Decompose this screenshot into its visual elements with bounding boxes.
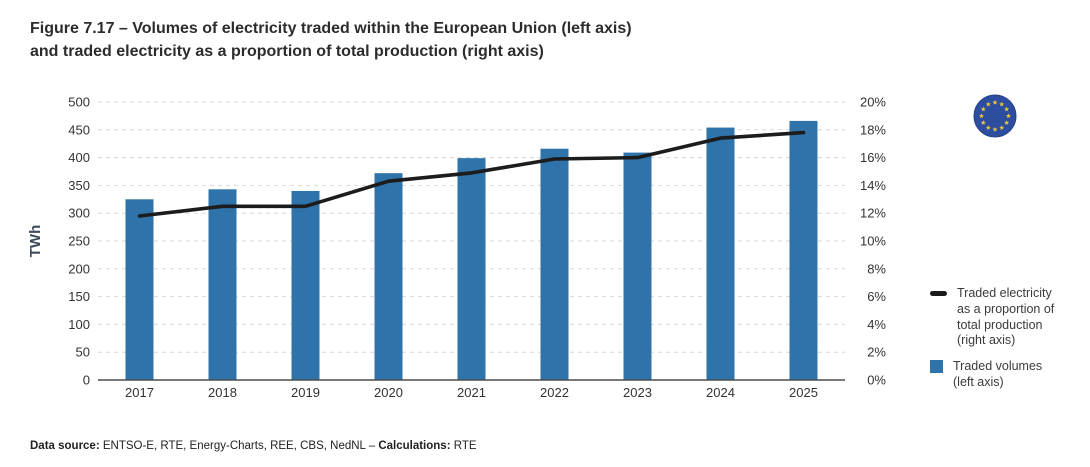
data-source-label: Data source: <box>30 440 100 452</box>
bar-2021 <box>457 158 486 380</box>
bar-series-swatch-icon <box>930 360 943 373</box>
bar-2018 <box>208 189 237 380</box>
bar-2020 <box>374 173 403 380</box>
chart-area: 0 50 100 150 200 250 300 350 400 450 500 0% 2% 4% 6% 8%… <box>0 90 900 420</box>
data-source-text: ENTSO-E, RTE, Energy-Charts, REE, CBS, N… <box>99 440 379 452</box>
left-axis-unit-label: TWh <box>27 225 44 257</box>
right-axis-tick-12: 12% <box>860 206 886 221</box>
bar-line-chart: 0 50 100 150 200 250 300 350 400 450 500 0% 2% 4% 6% 8%… <box>27 95 886 401</box>
right-axis-tick-8: 8% <box>867 261 886 276</box>
right-axis-tick-10: 10% <box>860 234 886 249</box>
x-axis-label-2024: 2024 <box>706 385 735 400</box>
left-axis-tick-300: 300 <box>68 206 90 221</box>
trend-line <box>137 130 806 218</box>
flag-star-4 <box>1005 113 1012 119</box>
flag-star-5 <box>1004 120 1010 125</box>
right-axis-tick-0: 0% <box>867 373 886 388</box>
left-axis-tick-400: 400 <box>68 150 90 165</box>
chart-legend: Traded electricity as a proportion of to… <box>930 286 1080 401</box>
legend-bar-label: Traded volumes (left axis) <box>953 359 1043 389</box>
flag-circle <box>973 94 1017 138</box>
eu-flag-svg <box>973 94 1017 138</box>
flag-star-3 <box>1004 106 1010 112</box>
legend-line-label: Traded electricity as a proportion of to… <box>957 286 1055 348</box>
bar-2023 <box>623 152 652 380</box>
x-axis-label-2018: 2018 <box>208 385 237 400</box>
x-axis-label-2021: 2021 <box>457 385 486 400</box>
bar-2024 <box>706 127 735 380</box>
flag-star-2 <box>999 101 1005 107</box>
x-axis-label-2020: 2020 <box>374 385 403 400</box>
left-axis-tick-500: 500 <box>68 95 90 110</box>
bar-2017 <box>125 199 154 380</box>
legend-item-bar-series: Traded volumes (left axis) <box>930 359 1080 391</box>
left-axis-tick-100: 100 <box>68 317 90 332</box>
right-axis-tick-6: 6% <box>867 289 886 304</box>
right-axis-tick-2: 2% <box>867 345 886 360</box>
line-series-swatch-icon <box>930 291 947 296</box>
flag-star-9 <box>980 120 986 125</box>
eu-flag-icon <box>973 94 1017 138</box>
bar-2025 <box>789 120 818 381</box>
left-axis-tick-50: 50 <box>76 345 90 360</box>
left-axis-tick-450: 450 <box>68 122 90 137</box>
left-axis-tick-0: 0 <box>83 373 90 388</box>
flag-star-7 <box>992 126 998 132</box>
bar-2022 <box>540 148 569 380</box>
flag-star-11 <box>980 106 986 112</box>
right-axis-tick-16: 16% <box>860 150 886 165</box>
left-axis-tick-200: 200 <box>68 261 90 276</box>
x-axis-label-2019: 2019 <box>291 385 320 400</box>
figure-title: Figure 7.17 – Volumes of electricity tra… <box>30 20 632 60</box>
x-axis-label-2023: 2023 <box>623 385 652 400</box>
x-axis-label-2017: 2017 <box>125 385 154 400</box>
bar-2019 <box>291 190 320 380</box>
flag-star-12 <box>985 101 991 107</box>
left-axis-tick-350: 350 <box>68 178 90 193</box>
calculations-text: RTE <box>450 440 477 452</box>
right-axis-tick-14: 14% <box>860 178 886 193</box>
flag-star-10 <box>978 113 985 119</box>
flag-star-6 <box>999 124 1005 130</box>
legend-item-line-series: Traded electricity as a proportion of to… <box>930 286 1080 349</box>
right-axis-tick-20: 20% <box>860 95 886 110</box>
left-axis-tick-150: 150 <box>68 289 90 304</box>
right-axis-tick-4: 4% <box>867 317 886 332</box>
flag-star-1 <box>992 99 998 105</box>
calculations-label: Calculations: <box>378 440 451 452</box>
left-axis-tick-250: 250 <box>68 234 90 249</box>
x-axis-label-2022: 2022 <box>540 385 569 400</box>
x-axis-label-2025: 2025 <box>789 385 818 400</box>
data-source-note: Data source: ENTSO-E, RTE, Energy-Charts… <box>30 440 477 452</box>
flag-star-8 <box>985 124 991 130</box>
right-axis-tick-18: 18% <box>860 122 886 137</box>
